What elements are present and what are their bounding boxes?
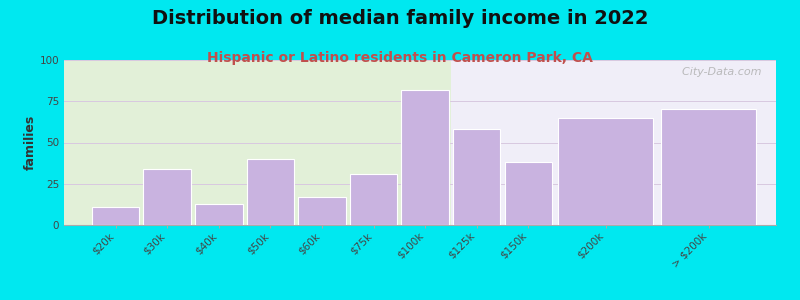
- Bar: [195, 203, 242, 225]
- Text: Hispanic or Latino residents in Cameron Park, CA: Hispanic or Latino residents in Cameron …: [207, 51, 593, 65]
- Bar: [558, 118, 654, 225]
- Bar: [662, 110, 756, 225]
- Bar: [350, 174, 398, 225]
- Y-axis label: families: families: [24, 115, 37, 170]
- Bar: [143, 169, 191, 225]
- Text: City-Data.com: City-Data.com: [675, 67, 762, 76]
- Bar: [453, 129, 501, 225]
- Bar: [402, 90, 449, 225]
- Bar: [505, 162, 552, 225]
- Bar: [92, 207, 139, 225]
- Text: Distribution of median family income in 2022: Distribution of median family income in …: [152, 9, 648, 28]
- Bar: [246, 159, 294, 225]
- Bar: [64, 60, 451, 225]
- Bar: [298, 197, 346, 225]
